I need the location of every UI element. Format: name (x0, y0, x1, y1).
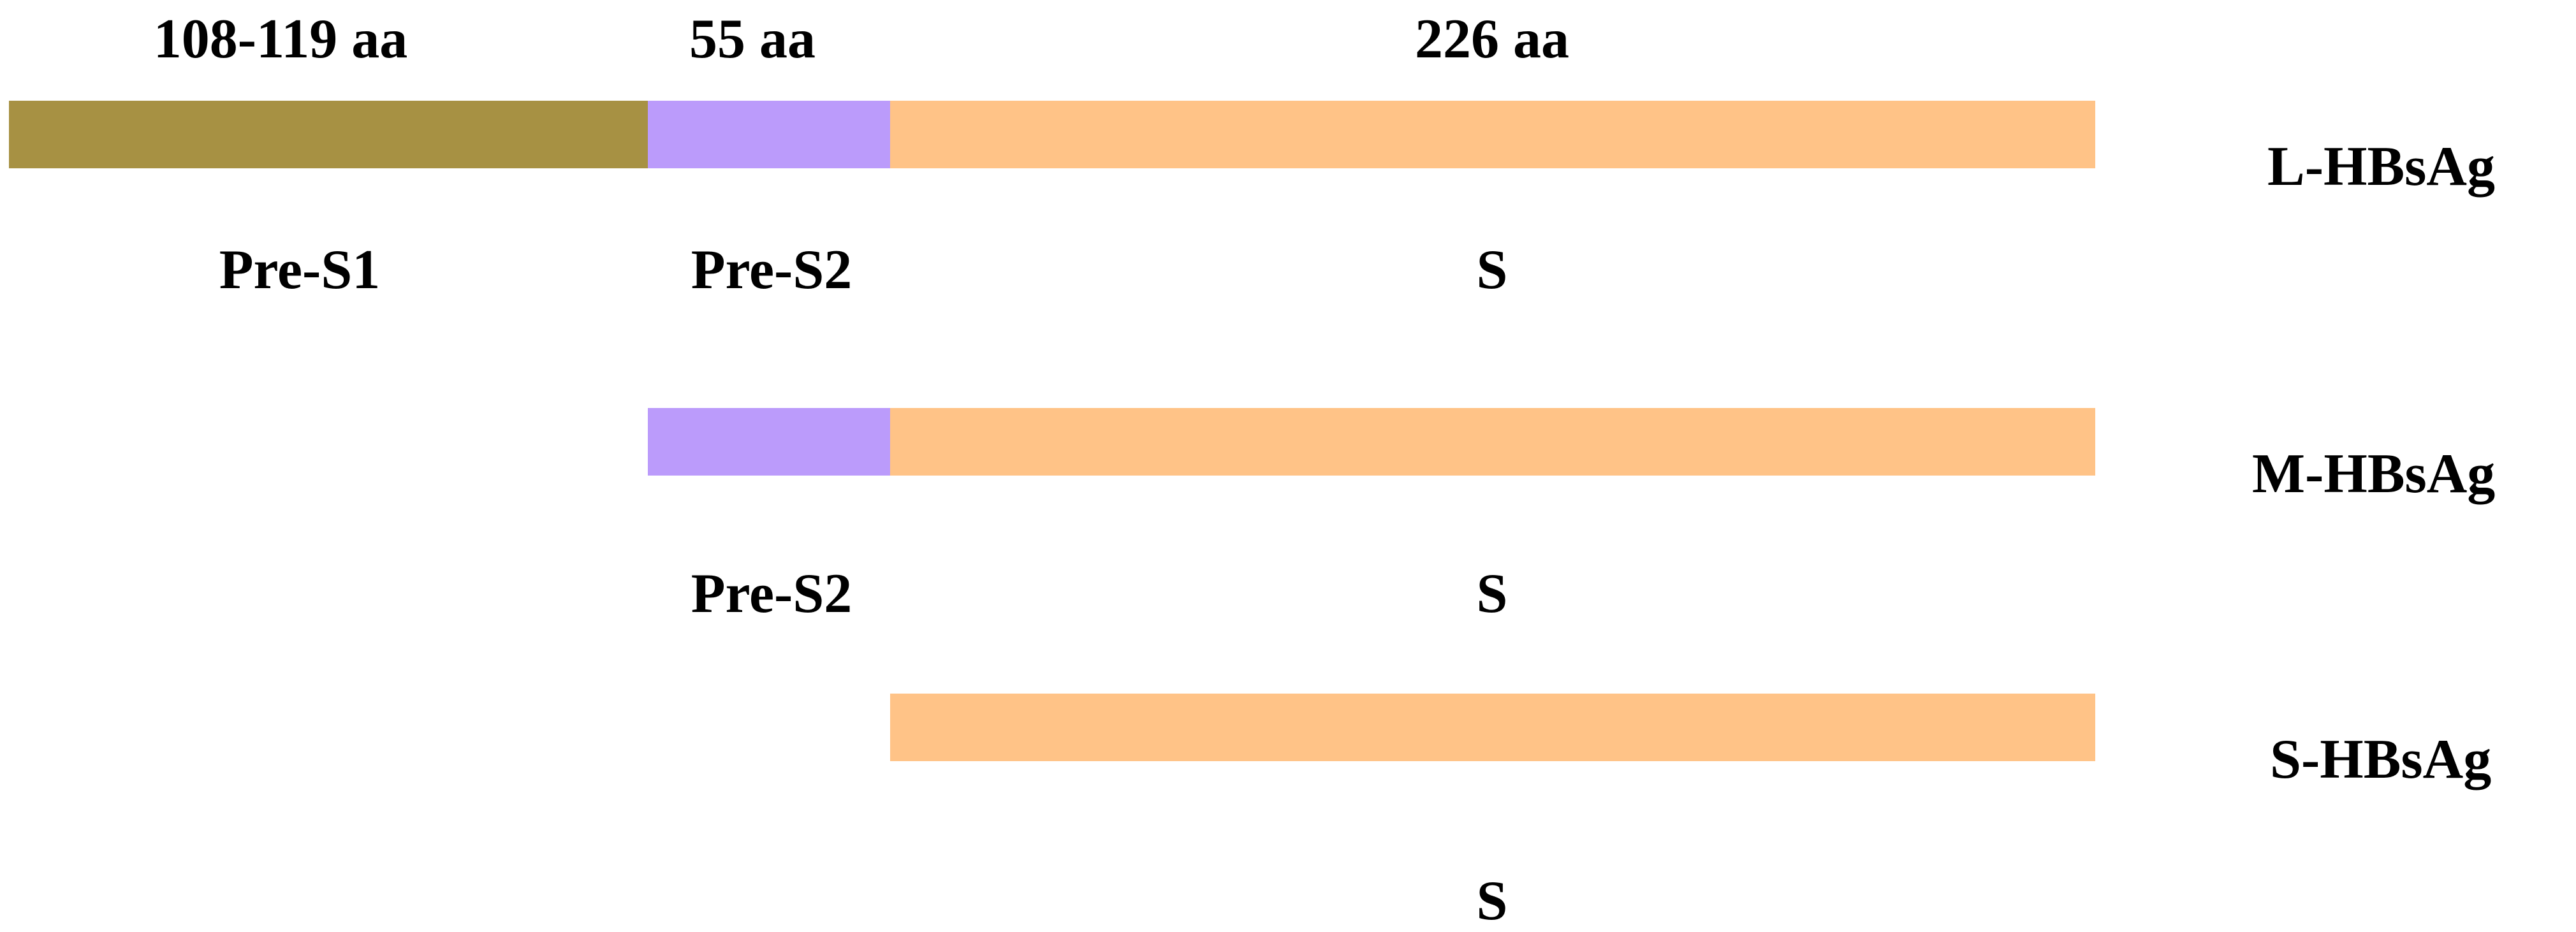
pre-s1-length-label: 108-119 aa (153, 8, 408, 70)
s-length-label: 226 aa (1415, 8, 1569, 70)
s-segment (890, 694, 2095, 761)
segment-label-pre-s1: Pre-S1 (219, 239, 381, 301)
protein-name-label: S-HBsAg (2270, 729, 2492, 790)
segment-label-s: S (1476, 870, 1508, 932)
pre-s2-segment (648, 101, 890, 168)
protein-name-label: L-HBsAg (2267, 136, 2495, 198)
segment-label-s: S (1476, 563, 1508, 625)
segment-label-pre-s2: Pre-S2 (691, 239, 853, 301)
s-segment (890, 408, 2095, 476)
segment-label-s: S (1476, 239, 1508, 301)
segment-label-pre-s2: Pre-S2 (691, 563, 853, 625)
protein-name-label: M-HBsAg (2252, 443, 2496, 505)
pre-s1-segment (9, 101, 648, 168)
s-segment (890, 101, 2095, 168)
pre-s2-length-label: 55 aa (689, 8, 816, 70)
pre-s2-segment (648, 408, 890, 476)
